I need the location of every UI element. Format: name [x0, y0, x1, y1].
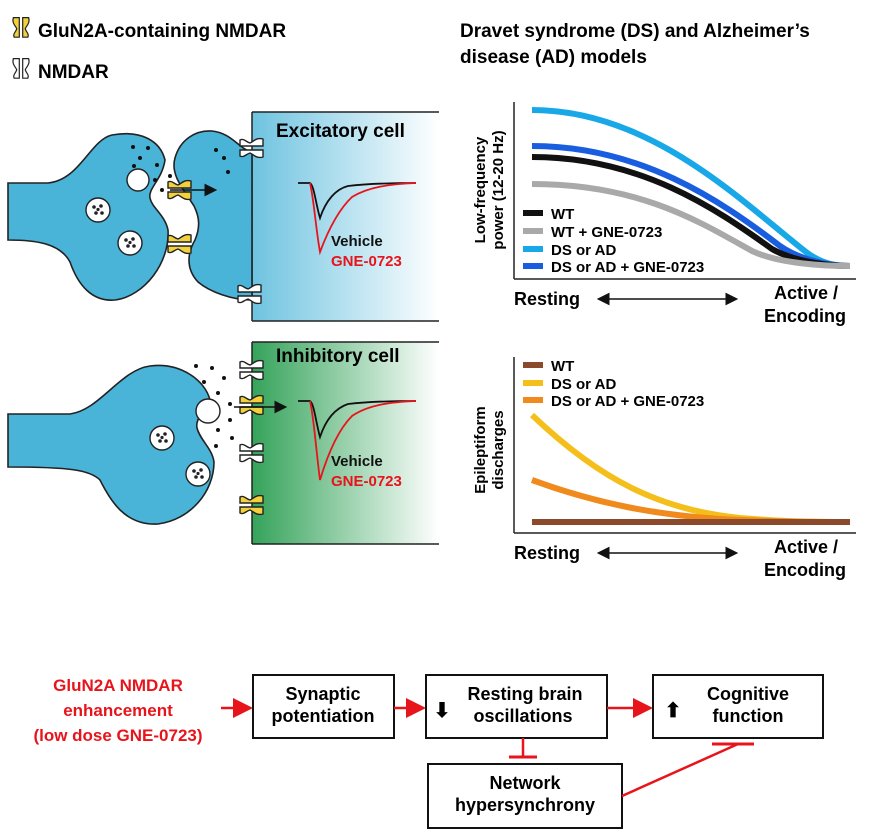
x-label-encoding: Encoding: [764, 560, 846, 580]
models-title-line1: Dravet syndrome (DS) and Alzheimer’s: [460, 21, 810, 42]
vehicle-label: Vehicle: [331, 233, 383, 250]
glun2a-receptor-icon: [167, 233, 192, 255]
glutamate-dots: [194, 364, 234, 448]
x-label-encoding: Encoding: [764, 306, 846, 326]
input-line3: (low dose GNE-0723): [33, 726, 202, 745]
series-line-wt-gne: [531, 181, 851, 269]
box-network-hypersynchrony: [427, 763, 623, 829]
series-line-ds-ad-gne: [530, 477, 851, 525]
glun2a-receptor-icon: [12, 17, 30, 38]
vesicle: [149, 425, 175, 451]
inhibitory-presynaptic-terminal: [7, 364, 215, 525]
box-resting-oscillations: [425, 674, 608, 739]
excitatory-panel: Excitatory cell Vehicle GNE-0723: [7, 111, 439, 322]
excitatory-cell-title: Excitatory cell: [276, 121, 405, 142]
legend-ds-ad: DS or AD: [551, 242, 616, 259]
legend-wt: WT: [551, 206, 574, 223]
top-legend: WT WT + GNE-0723 DS or AD DS or AD + GNE…: [523, 206, 704, 276]
box3-line1: Cognitive: [707, 684, 789, 704]
box-cognitive-function: [652, 674, 824, 739]
vesicle: [85, 197, 111, 223]
y-axis-label-line1: Epileptiform: [472, 406, 489, 494]
excitatory-cell-body: [252, 112, 439, 321]
vesicle: [117, 230, 143, 256]
legend-ds-ad: DS or AD: [551, 376, 616, 393]
y-axis-label-line2: power (12-20 Hz): [490, 130, 507, 249]
vehicle-label: Vehicle: [331, 453, 383, 470]
up-arrow-icon: ⬆: [665, 700, 682, 722]
legend-ds-ad-gne: DS or AD + GNE-0723: [551, 393, 704, 410]
box2-line2: oscillations: [473, 706, 572, 726]
box1-line2: potentiation: [272, 706, 375, 726]
legend: GluN2A-containing NMDAR NMDAR: [12, 17, 286, 83]
drug-label: GNE-0723: [331, 473, 402, 490]
x-label-resting: Resting: [514, 289, 580, 309]
box1-line1: Synaptic: [285, 684, 360, 704]
models-title-line2: disease (AD) models: [460, 47, 647, 68]
box4-line2: hypersynchrony: [455, 795, 595, 815]
nmdar-receptor-icon: [12, 58, 30, 79]
down-arrow-icon: ⬇: [434, 700, 451, 722]
x-label-active: Active /: [774, 537, 838, 557]
bottom-legend: WT DS or AD DS or AD + GNE-0723: [523, 358, 704, 410]
vehicle-trace: [298, 182, 417, 221]
legend-ds-ad-gne: DS or AD + GNE-0723: [551, 259, 704, 276]
inhibit-line-box4: [621, 742, 739, 798]
y-axis-label-line1: Low-frequency: [472, 136, 489, 243]
vesicle: [185, 461, 211, 487]
drug-label: GNE-0723: [331, 253, 402, 270]
legend-nmdar-label: NMDAR: [38, 62, 109, 83]
top-chart: Low-frequency power (12-20 Hz) WT WT + G…: [472, 102, 856, 326]
excitatory-postsynaptic-spine: [173, 130, 253, 301]
drug-trace: [309, 182, 417, 256]
box-synaptic-potentiation: [252, 674, 395, 739]
legend-glun2a-label: GluN2A-containing NMDAR: [38, 21, 286, 42]
x-label-resting: Resting: [514, 543, 580, 563]
box2-line1: Resting brain: [467, 684, 582, 704]
legend-wt: WT: [551, 358, 574, 375]
inhibitory-cell-title: Inhibitory cell: [276, 346, 400, 367]
inhibitory-cell-body: [252, 342, 439, 544]
vehicle-trace: [298, 400, 417, 441]
input-line2: enhancement: [63, 701, 173, 720]
box4-line1: Network: [489, 773, 561, 793]
drug-trace: [309, 400, 417, 481]
bottom-chart: Epileptiform discharges WT DS or AD DS o…: [472, 357, 856, 580]
inhibitory-panel: Inhibitory cell Vehicle GNE-0723: [7, 341, 439, 545]
box3-line2: function: [713, 706, 784, 726]
flow-diagram: GluN2A NMDAR enhancement (low dose GNE-0…: [33, 674, 824, 829]
input-line1: GluN2A NMDAR: [53, 676, 183, 695]
glutamate-dots: [131, 145, 230, 192]
y-axis-label-line2: discharges: [490, 410, 507, 489]
legend-wt-gne: WT + GNE-0723: [551, 224, 662, 241]
series-line-ds-ad: [529, 412, 851, 525]
x-label-active: Active /: [774, 283, 838, 303]
